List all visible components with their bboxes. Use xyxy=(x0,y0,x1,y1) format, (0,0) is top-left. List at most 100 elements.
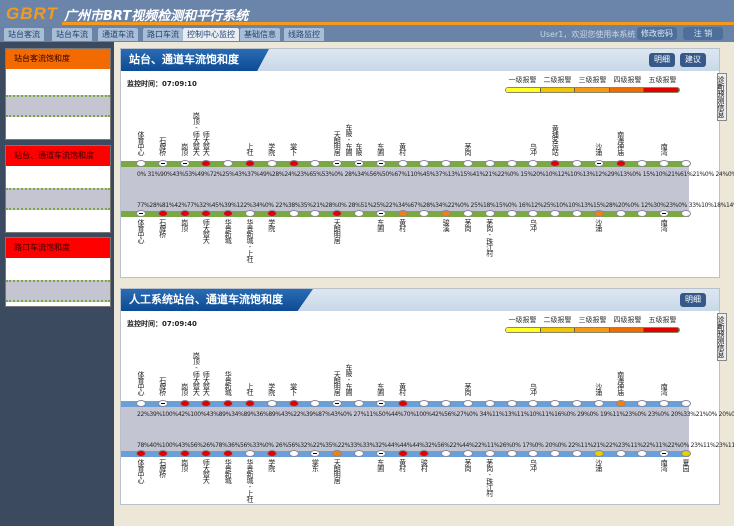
station-node[interactable] xyxy=(463,450,473,457)
station-node[interactable] xyxy=(463,210,473,217)
station-node[interactable] xyxy=(136,400,146,407)
station-node[interactable] xyxy=(157,450,168,457)
station-node[interactable] xyxy=(659,450,670,457)
station-node[interactable] xyxy=(397,450,408,457)
station-node[interactable] xyxy=(681,160,691,167)
station-node[interactable] xyxy=(593,160,604,167)
station-node[interactable] xyxy=(157,400,168,407)
station-node[interactable] xyxy=(310,160,321,167)
station-node[interactable] xyxy=(550,400,561,407)
station-node[interactable] xyxy=(637,450,648,457)
station-node[interactable] xyxy=(506,450,517,457)
station-node[interactable] xyxy=(550,160,561,167)
station-node[interactable] xyxy=(157,210,168,217)
station-node[interactable] xyxy=(223,210,234,217)
station-node[interactable] xyxy=(463,160,473,167)
side-tab-forecast[interactable]: 诊断预测信息 xyxy=(717,73,727,121)
station-node[interactable] xyxy=(266,400,277,407)
station-node[interactable] xyxy=(288,210,299,217)
station-node[interactable] xyxy=(528,160,539,167)
station-node[interactable] xyxy=(179,450,190,457)
station-node[interactable] xyxy=(310,400,321,407)
station-node[interactable] xyxy=(310,210,321,217)
station-node[interactable] xyxy=(201,400,212,407)
station-node[interactable] xyxy=(354,450,364,457)
sidebar-card-platform-passenger[interactable]: 站台客流饱和度 xyxy=(5,48,111,140)
station-node[interactable] xyxy=(397,400,408,407)
tab-4[interactable]: 控制中心监控 xyxy=(183,28,239,41)
tab-6[interactable]: 线路监控 xyxy=(284,28,324,41)
sidebar-card-intersection[interactable]: 路口车流饱和度 xyxy=(5,237,111,307)
station-node[interactable] xyxy=(201,160,212,167)
station-node[interactable] xyxy=(550,210,561,217)
station-node[interactable] xyxy=(528,450,539,457)
detail-button[interactable]: 明细 xyxy=(649,53,675,67)
station-node[interactable] xyxy=(310,450,321,457)
station-node[interactable] xyxy=(484,400,495,407)
station-node[interactable] xyxy=(463,400,473,407)
station-node[interactable] xyxy=(659,210,670,217)
station-node[interactable] xyxy=(484,160,495,167)
station-node[interactable] xyxy=(506,160,517,167)
logout-button[interactable]: 注 销 xyxy=(683,27,723,40)
station-node[interactable] xyxy=(572,160,582,167)
station-node[interactable] xyxy=(637,210,648,217)
station-node[interactable] xyxy=(288,400,299,407)
side-tab-forecast[interactable]: 诊断预测信息 xyxy=(717,313,727,361)
station-node[interactable] xyxy=(528,210,539,217)
station-node[interactable] xyxy=(354,210,364,217)
station-node[interactable] xyxy=(681,400,691,407)
change-password-button[interactable]: 修改密码 xyxy=(637,27,677,40)
station-node[interactable] xyxy=(615,450,626,457)
station-node[interactable] xyxy=(136,210,146,217)
station-node[interactable] xyxy=(441,210,452,217)
station-node[interactable] xyxy=(637,160,648,167)
station-node[interactable] xyxy=(659,400,670,407)
station-node[interactable] xyxy=(615,210,626,217)
station-node[interactable] xyxy=(354,400,364,407)
station-node[interactable] xyxy=(332,450,343,457)
station-node[interactable] xyxy=(572,450,582,457)
station-node[interactable] xyxy=(223,160,234,167)
station-node[interactable] xyxy=(572,210,582,217)
station-node[interactable] xyxy=(615,400,626,407)
station-node[interactable] xyxy=(484,210,495,217)
station-node[interactable] xyxy=(223,450,234,457)
suggest-button[interactable]: 建议 xyxy=(680,53,706,67)
station-node[interactable] xyxy=(179,400,190,407)
station-node[interactable] xyxy=(266,210,277,217)
station-node[interactable] xyxy=(419,400,430,407)
station-node[interactable] xyxy=(201,450,212,457)
station-node[interactable] xyxy=(441,160,452,167)
detail-button[interactable]: 明细 xyxy=(680,293,706,307)
station-node[interactable] xyxy=(266,450,277,457)
station-node[interactable] xyxy=(637,400,648,407)
station-node[interactable] xyxy=(179,210,190,217)
station-node[interactable] xyxy=(397,210,408,217)
station-node[interactable] xyxy=(681,210,691,217)
station-node[interactable] xyxy=(245,210,255,217)
station-node[interactable] xyxy=(593,450,604,457)
station-node[interactable] xyxy=(136,450,146,457)
station-node[interactable] xyxy=(419,210,430,217)
station-node[interactable] xyxy=(136,160,146,167)
station-node[interactable] xyxy=(157,160,168,167)
station-node[interactable] xyxy=(332,400,343,407)
station-node[interactable] xyxy=(441,400,452,407)
station-node[interactable] xyxy=(615,160,626,167)
station-node[interactable] xyxy=(288,450,299,457)
station-node[interactable] xyxy=(375,160,386,167)
station-node[interactable] xyxy=(375,450,386,457)
station-node[interactable] xyxy=(506,400,517,407)
station-node[interactable] xyxy=(419,160,430,167)
station-node[interactable] xyxy=(659,160,670,167)
station-node[interactable] xyxy=(201,210,212,217)
tab-3[interactable]: 路口车流 xyxy=(143,28,183,41)
station-node[interactable] xyxy=(681,450,691,457)
station-node[interactable] xyxy=(354,160,364,167)
station-node[interactable] xyxy=(375,210,386,217)
station-node[interactable] xyxy=(245,450,255,457)
station-node[interactable] xyxy=(332,160,343,167)
station-node[interactable] xyxy=(550,450,561,457)
station-node[interactable] xyxy=(441,450,452,457)
